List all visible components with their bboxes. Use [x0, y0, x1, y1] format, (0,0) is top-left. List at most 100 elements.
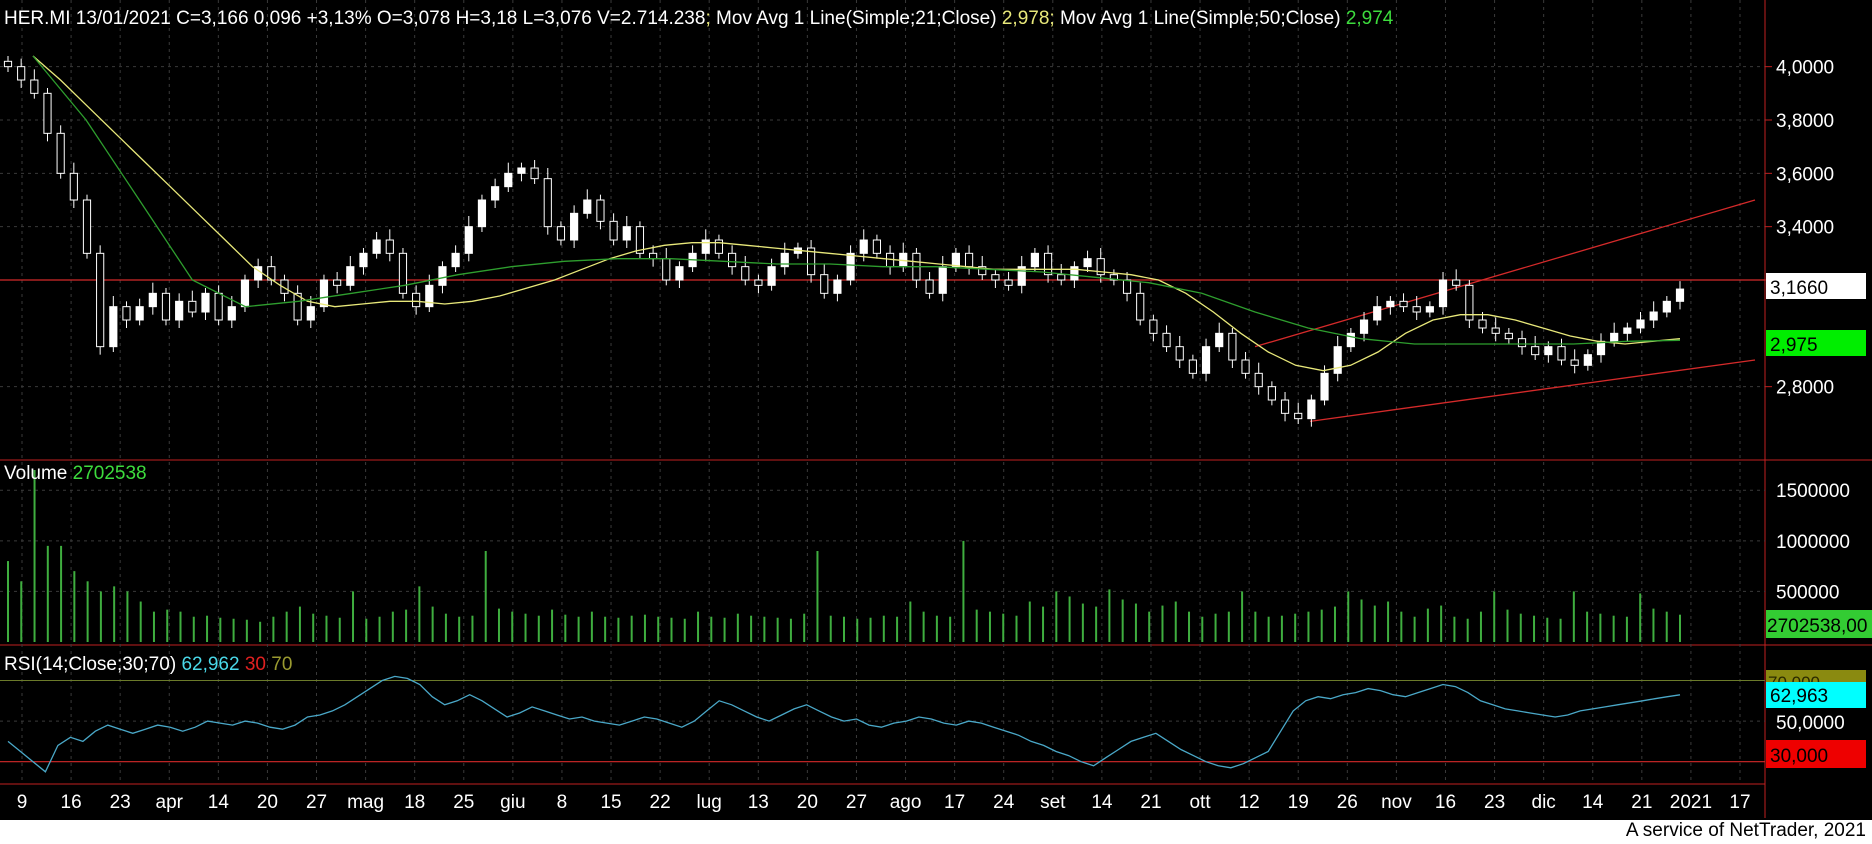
- symbol: HER.MI: [4, 8, 71, 29]
- candle-body: [3, 60, 13, 68]
- candle-body: [1412, 306, 1421, 313]
- candle-body: [1307, 399, 1316, 420]
- candle-body: [17, 66, 26, 81]
- x-tick-label: 15: [600, 792, 621, 813]
- panel-borders: [0, 0, 1872, 818]
- candle-body: [1122, 279, 1132, 294]
- ma50-label: Mov Avg 1 Line(Simple;50;Close): [1060, 8, 1341, 29]
- candle-body: [1096, 258, 1105, 276]
- candle-body: [859, 239, 868, 254]
- trendline-upper: [1254, 199, 1756, 348]
- rsi-legend: RSI(14;Close;30;70) 62,962 30 70: [4, 654, 292, 675]
- candle-body: [1333, 346, 1342, 374]
- candle-body: [1109, 274, 1118, 281]
- x-tick-label: 20: [257, 792, 278, 813]
- x-tick-label: 16: [61, 792, 82, 813]
- candle-body: [96, 252, 105, 348]
- candle-body: [1531, 346, 1540, 356]
- candle-body: [1438, 279, 1448, 308]
- volume-legend: Volume 2702538: [4, 463, 147, 484]
- candle-body: [767, 266, 776, 286]
- candle-body: [978, 266, 987, 276]
- candle-body: [346, 266, 355, 286]
- x-tick-label: 18: [404, 792, 425, 813]
- x-tick-label: 27: [846, 792, 867, 813]
- legend-sep: ;: [705, 8, 710, 29]
- last-price-badge: [1766, 273, 1866, 299]
- candle-body: [925, 279, 934, 294]
- candle-body: [675, 266, 684, 281]
- candle-body: [570, 212, 579, 241]
- candle-body: [1544, 346, 1553, 356]
- candle-body: [1425, 306, 1434, 313]
- candle-body: [372, 239, 381, 254]
- candle-body: [1478, 319, 1487, 329]
- rsi-low: 30: [245, 654, 266, 675]
- candle-body: [1636, 319, 1645, 329]
- candle-body: [82, 199, 92, 254]
- volume-badge-text: 2702538,00: [1767, 616, 1867, 637]
- rsi-line: [7, 675, 1681, 773]
- candle-body: [1228, 332, 1237, 361]
- x-tick-label: giu: [500, 792, 525, 813]
- candle-body: [412, 292, 421, 308]
- ma-badge-text: 2,975: [1770, 335, 1818, 356]
- candle-body: [175, 300, 184, 321]
- candle-body: [1149, 319, 1158, 334]
- x-tick-label: 25: [453, 792, 474, 813]
- price-tick-label: 4,0000: [1776, 58, 1834, 79]
- candle-body: [780, 252, 789, 268]
- candle-body: [1583, 354, 1592, 366]
- rsi-label: RSI(14;Close;30;70): [4, 654, 176, 675]
- ma50-line: [32, 55, 1681, 345]
- candle-body: [1386, 300, 1395, 308]
- x-tick-label: apr: [156, 792, 184, 813]
- volume-tick-label: 500000: [1776, 582, 1839, 603]
- candle-body: [135, 306, 144, 321]
- candle-body: [30, 79, 39, 94]
- candle-body: [543, 178, 552, 228]
- x-tick-label: 2021: [1670, 792, 1712, 813]
- candle-body: [201, 292, 210, 313]
- candle-body: [306, 306, 315, 321]
- candle-body: [530, 167, 539, 180]
- x-tick-label: ago: [890, 792, 922, 813]
- candle-body: [833, 279, 842, 294]
- candle-body: [43, 92, 52, 134]
- ma21-label: Mov Avg 1 Line(Simple;21;Close): [716, 8, 997, 29]
- candle-body: [1254, 372, 1263, 388]
- ohlc-values: C=3,166 0,096 +3,13% O=3,078 H=3,18 L=3,…: [176, 8, 705, 29]
- rsi-value-badge-text: 62,963: [1770, 686, 1828, 707]
- candle-body: [820, 274, 829, 294]
- candle-body: [122, 306, 131, 321]
- candle-body: [1201, 346, 1211, 374]
- ma21-value: 2,978: [1002, 8, 1050, 29]
- candle-body: [662, 258, 671, 281]
- x-tick-label: 9: [17, 792, 28, 813]
- candle-body: [1359, 319, 1369, 334]
- candle-body: [1465, 284, 1474, 321]
- grid-lines: [0, 0, 1765, 784]
- rsi-value-badge: [1766, 682, 1866, 708]
- volume-tick-label: 1500000: [1776, 481, 1850, 502]
- header-legend: HER.MI 13/01/2021 C=3,166 0,096 +3,13% O…: [4, 8, 1394, 29]
- x-tick-label: 19: [1288, 792, 1309, 813]
- x-tick-label: 23: [1484, 792, 1505, 813]
- candle-body: [1649, 311, 1658, 321]
- legend-sep: ;: [1049, 8, 1054, 29]
- candle-body: [951, 252, 960, 268]
- x-tick-label: 21: [1140, 792, 1161, 813]
- x-tick-label: 17: [1729, 792, 1750, 813]
- x-tick-label: 22: [650, 792, 671, 813]
- volume-value: 2702538: [73, 463, 147, 484]
- ma50-value: 2,974: [1346, 8, 1394, 29]
- candle-body: [1162, 332, 1171, 348]
- candle-body: [1373, 306, 1382, 321]
- x-tick-label: 17: [944, 792, 965, 813]
- candle-body: [1175, 346, 1184, 361]
- candle-body: [1399, 300, 1408, 308]
- candle-body: [1030, 252, 1039, 268]
- candle-body: [846, 252, 855, 281]
- candle-body: [1504, 332, 1513, 340]
